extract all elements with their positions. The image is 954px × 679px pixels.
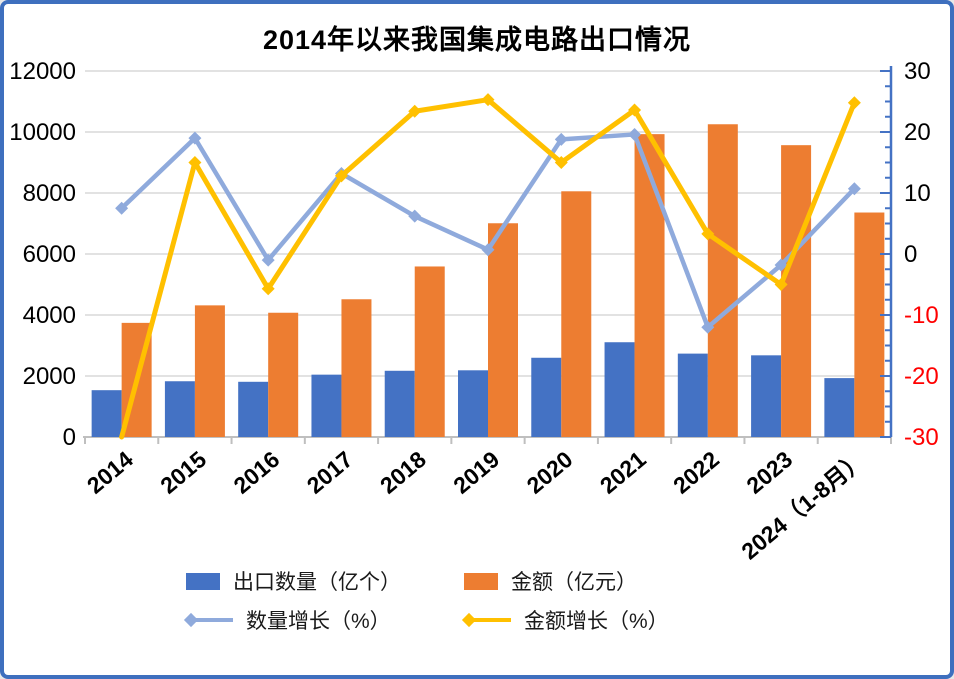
svg-text:10000: 10000 xyxy=(9,119,76,146)
svg-text:0: 0 xyxy=(63,424,76,451)
svg-text:-10: -10 xyxy=(904,302,939,329)
legend-item-amount-growth: 金额增长（%） xyxy=(461,605,669,635)
legend-label-quantity-growth: 数量增长（%） xyxy=(246,610,391,633)
legend-label-export-quantity: 出口数量（亿个） xyxy=(233,571,401,594)
svg-text:-30: -30 xyxy=(904,424,939,451)
svg-text:12000: 12000 xyxy=(9,58,76,85)
svg-text:2020: 2020 xyxy=(522,446,578,499)
svg-text:30: 30 xyxy=(904,58,931,85)
svg-text:2016: 2016 xyxy=(228,446,284,499)
left-axis-labels: 0 2000 4000 6000 8000 10000 12000 xyxy=(9,58,76,451)
right-axis xyxy=(880,66,893,438)
svg-text:6000: 6000 xyxy=(23,241,76,268)
legend-item-quantity-growth: 数量增长（%） xyxy=(183,605,464,635)
bars-amount xyxy=(121,124,885,438)
legend-item-amount: 金额（亿元） xyxy=(464,566,669,596)
svg-text:2022: 2022 xyxy=(668,446,724,499)
bar-swatch-amount-icon xyxy=(464,572,498,590)
svg-text:0: 0 xyxy=(904,241,917,268)
svg-text:2014: 2014 xyxy=(82,446,138,499)
chart-title: 2014年以来我国集成电路出口情况 xyxy=(262,25,692,55)
bar-swatch-quantity-icon xyxy=(186,572,220,590)
svg-text:2015: 2015 xyxy=(155,446,211,499)
x-axis xyxy=(83,436,892,444)
svg-text:8000: 8000 xyxy=(23,180,76,207)
svg-text:2023: 2023 xyxy=(741,446,797,499)
line-swatch-quantity-growth-icon xyxy=(183,611,233,629)
svg-text:20: 20 xyxy=(904,119,931,146)
svg-text:2017: 2017 xyxy=(302,446,358,499)
svg-text:4000: 4000 xyxy=(23,302,76,329)
svg-text:2018: 2018 xyxy=(375,446,431,499)
line-amount-growth xyxy=(119,93,861,440)
svg-text:2024（1-8月）: 2024（1-8月） xyxy=(736,446,870,565)
svg-text:2021: 2021 xyxy=(595,446,651,499)
category-labels: 2014 2015 2016 2017 2018 2019 2020 2021 2022 2023… xyxy=(82,446,871,565)
chart-legend: 出口数量（亿个） 金额（亿元） 数量增长（%） 金额增长（%） xyxy=(183,566,669,635)
right-axis-labels: -30 -20 -10 0 10 20 30 xyxy=(904,58,939,451)
svg-text:10: 10 xyxy=(904,180,931,207)
legend-item-export-quantity: 出口数量（亿个） xyxy=(186,566,464,596)
legend-label-amount: 金额（亿元） xyxy=(511,571,637,594)
line-swatch-amount-growth-icon xyxy=(461,611,511,629)
bars-quantity xyxy=(91,342,855,437)
svg-text:2000: 2000 xyxy=(23,363,76,390)
legend-label-amount-growth: 金额增长（%） xyxy=(524,610,669,633)
svg-text:2019: 2019 xyxy=(448,446,504,499)
svg-text:-20: -20 xyxy=(904,363,939,390)
